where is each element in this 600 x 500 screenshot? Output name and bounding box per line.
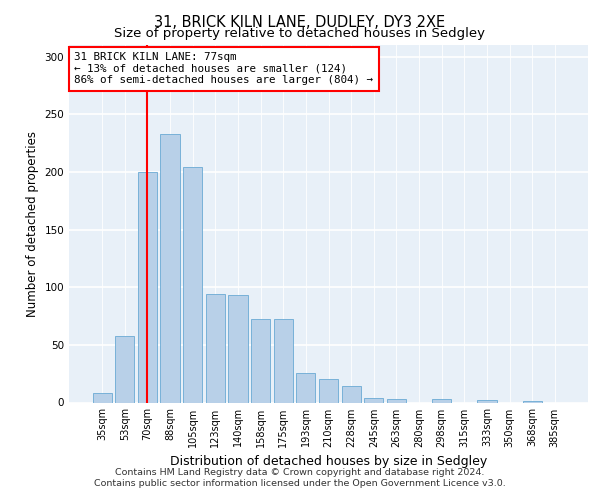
Text: 31 BRICK KILN LANE: 77sqm
← 13% of detached houses are smaller (124)
86% of semi: 31 BRICK KILN LANE: 77sqm ← 13% of detac…: [74, 52, 373, 86]
Bar: [319, 380, 338, 402]
Bar: [477, 400, 497, 402]
Text: Contains HM Land Registry data © Crown copyright and database right 2024.
Contai: Contains HM Land Registry data © Crown c…: [94, 468, 506, 487]
Bar: [160, 134, 180, 402]
Text: Size of property relative to detached houses in Sedgley: Size of property relative to detached ho…: [115, 28, 485, 40]
Bar: [364, 398, 383, 402]
Bar: [115, 336, 134, 402]
Bar: [206, 294, 225, 403]
Bar: [229, 295, 248, 403]
X-axis label: Distribution of detached houses by size in Sedgley: Distribution of detached houses by size …: [170, 455, 487, 468]
Bar: [274, 320, 293, 402]
Bar: [432, 399, 451, 402]
Bar: [92, 394, 112, 402]
Bar: [341, 386, 361, 402]
Text: 31, BRICK KILN LANE, DUDLEY, DY3 2XE: 31, BRICK KILN LANE, DUDLEY, DY3 2XE: [154, 15, 446, 30]
Bar: [183, 167, 202, 402]
Y-axis label: Number of detached properties: Number of detached properties: [26, 130, 39, 317]
Bar: [387, 399, 406, 402]
Bar: [138, 172, 157, 402]
Bar: [296, 372, 316, 402]
Bar: [251, 320, 270, 402]
